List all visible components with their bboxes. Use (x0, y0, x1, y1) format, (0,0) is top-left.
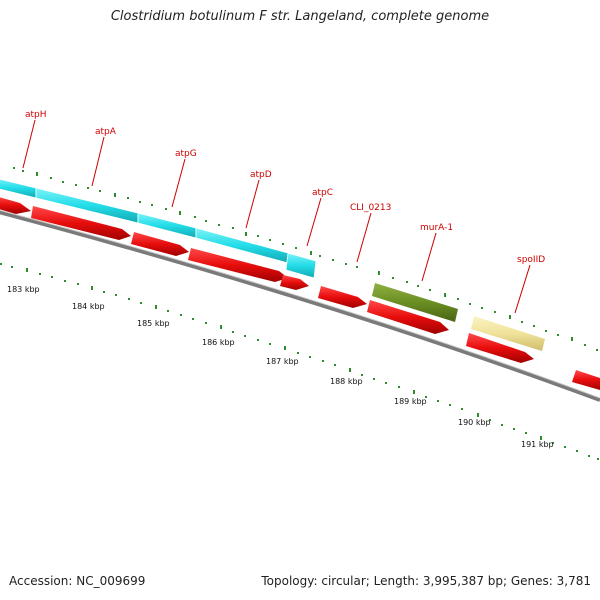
kbp-label: 186 kbp (202, 338, 235, 347)
kbp-label: 191 kbp (521, 440, 554, 449)
pale-yellow-feature (471, 316, 545, 351)
olive-feature (372, 283, 458, 322)
cds-features (0, 197, 600, 390)
gene-label-leaders (22, 119, 531, 314)
gene-label-cli0213: CLI_0213 (350, 203, 391, 213)
cds-arrow (131, 232, 189, 256)
gene-label-atph: atpH (25, 110, 47, 120)
gene-label-atpg: atpG (175, 149, 197, 159)
outer-ticks (13, 167, 598, 351)
cds-arrow (188, 248, 288, 282)
gene-labels: atpH atpA atpG atpD atpC CLI_0213 murA-1… (25, 110, 545, 265)
kbp-label: 184 kbp (72, 302, 105, 311)
kbp-label: 187 kbp (266, 357, 299, 366)
gene-label-mura1: murA-1 (420, 223, 453, 233)
cds-arrow (466, 333, 534, 363)
cyan-feature (285, 252, 317, 279)
kbp-label: 185 kbp (137, 319, 170, 328)
kbp-labels: 183 kbp 184 kbp 185 kbp 186 kbp 187 kbp … (7, 285, 554, 449)
gene-label-atpa: atpA (95, 127, 117, 137)
cyan-feature (0, 178, 37, 199)
kbp-label: 188 kbp (330, 377, 363, 386)
cyan-features (0, 178, 317, 279)
cds-arrow (31, 206, 131, 240)
cds-arrow (0, 197, 31, 214)
cyan-feature (137, 212, 197, 239)
genome-backbone (0, 210, 600, 402)
cds-arrow (280, 275, 309, 290)
map-title: Clostridium botulinum F str. Langeland, … (110, 9, 490, 24)
gene-label-atpc: atpC (312, 188, 333, 198)
gene-label-atpd: atpD (250, 170, 272, 180)
kbp-label: 183 kbp (7, 285, 40, 294)
cds-arrow (572, 370, 600, 390)
kbp-label: 189 kbp (394, 397, 427, 406)
kbp-label: 190 kbp (458, 418, 491, 427)
topology-text: Topology: circular; Length: 3,995,387 bp… (261, 574, 591, 588)
inner-ticks (0, 263, 599, 460)
cds-arrow (367, 300, 449, 334)
accession-text: Accession: NC_009699 (9, 574, 146, 588)
gene-label-spoiid: spoIID (517, 255, 545, 265)
genome-backbone-highlight (0, 209, 600, 399)
cds-arrow (318, 286, 367, 308)
